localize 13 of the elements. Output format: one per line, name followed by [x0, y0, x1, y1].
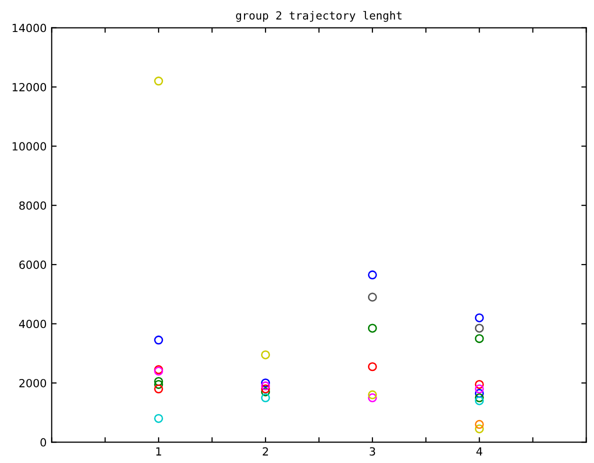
chart-title: group 2 trajectory lenght — [236, 10, 402, 22]
y-tick-label: 6000 — [19, 260, 46, 269]
y-tick-label: 14000 — [12, 24, 46, 32]
y-tick-label: 8000 — [19, 201, 46, 210]
x-tick-label: 1 — [156, 447, 162, 456]
y-tick-label: 12000 — [12, 82, 46, 92]
y-tick-label: 0 — [40, 438, 46, 447]
x-tick-label: 4 — [476, 447, 482, 456]
x-tick-label: 3 — [370, 447, 376, 456]
x-tick-label: 2 — [262, 447, 268, 456]
y-tick-label: 2000 — [19, 378, 46, 388]
y-tick-label: 4000 — [19, 320, 46, 328]
y-tick-label: 10000 — [12, 142, 46, 151]
